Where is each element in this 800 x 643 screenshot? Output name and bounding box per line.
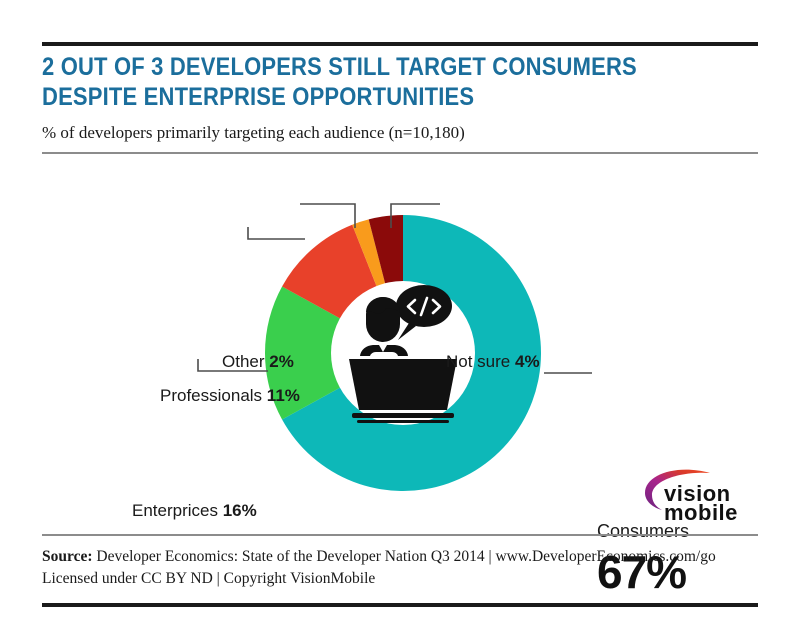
source-line-1: Source: Developer Economics: State of th…: [42, 546, 758, 568]
slice-label-other-pct: 2%: [269, 352, 294, 371]
slice-label-not-sure-pct: 4%: [514, 352, 540, 371]
header-top-rule: [42, 42, 758, 46]
source-line-2: Licensed under CC BY ND | Copyright Visi…: [42, 570, 376, 587]
slice-label-enterprices-pct: 16%: [222, 501, 257, 520]
slice-label-professionals-name: Professionals: [160, 386, 263, 405]
slice-label-professionals: Professionals 11%: [160, 386, 300, 406]
slice-label-other: Other 2%: [222, 352, 294, 372]
slice-label-enterprices: Enterprices 16%: [132, 501, 257, 521]
slice-label-not-sure: Not sure 4%: [446, 352, 540, 372]
page-subtitle: % of developers primarily targeting each…: [42, 123, 465, 142]
footer-top-rule: [42, 534, 758, 536]
slice-label-enterprices-name: Enterprices: [132, 501, 218, 520]
donut-chart: Other 2% Professionals 11% Enterprices 1…: [0, 160, 800, 598]
leader-line-other: [300, 203, 356, 228]
logo-text-vision: vision: [664, 481, 731, 506]
developer-at-laptop-icon: [349, 285, 457, 423]
visionmobile-logo: vision mobile: [645, 469, 738, 524]
logo-text-mobile: mobile: [664, 500, 738, 524]
source-label: Source:: [42, 548, 93, 565]
slice-label-professionals-pct: 11%: [266, 386, 300, 405]
slice-label-other-name: Other: [222, 352, 265, 371]
slice-label-not-sure-name: Not sure: [446, 352, 511, 371]
header-bottom-rule: [42, 152, 758, 154]
page-title: 2 OUT OF 3 DEVELOPERS STILL TARGET CONSU…: [42, 53, 637, 111]
leader-line-professionals: [247, 227, 305, 240]
leader-lines: [197, 203, 592, 374]
slice-label-consumers: Consumers: [597, 521, 690, 541]
slice-label-consumers-pct: 67%: [597, 546, 687, 598]
leader-line-not-sure: [390, 203, 440, 228]
donut-chart-svg: [197, 203, 592, 491]
source-note: Source: Developer Economics: State of th…: [42, 546, 758, 590]
logo-swoosh-icon: [645, 469, 710, 510]
footer-bottom-rule: [42, 603, 758, 607]
source-text: Developer Economics: State of the Develo…: [92, 548, 716, 565]
leader-line-enterprices: [197, 359, 268, 372]
